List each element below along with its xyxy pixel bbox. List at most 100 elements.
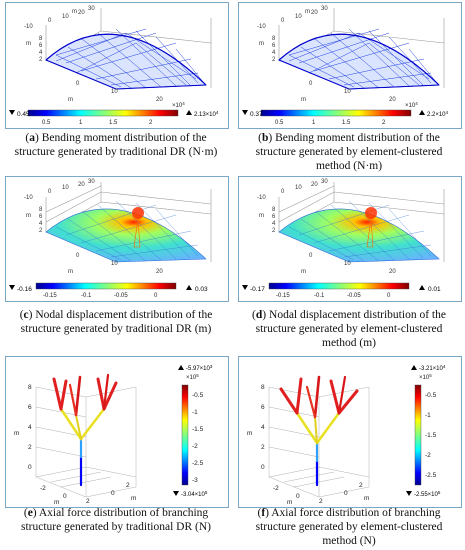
max-triangle-icon xyxy=(411,365,417,370)
panel-b: -10 0 10 20 30 8 6 4 2 0 10 20 m m m 0.5… xyxy=(238,2,462,129)
caption-line-1: Axial force distribution of branching xyxy=(38,507,209,519)
max-label: 0.03 xyxy=(195,286,208,293)
y-tick-1: 2 xyxy=(359,482,363,489)
tick-z-2: 4 xyxy=(39,221,43,227)
axis-unit-bottom: m xyxy=(301,97,306,103)
x-tick-1: 0 xyxy=(63,493,67,500)
mesh-shell xyxy=(278,28,440,90)
tick-top-0: -10 xyxy=(24,24,33,30)
y-tick-0: 0 xyxy=(344,490,348,497)
cb-tick-1: -1 xyxy=(192,409,198,416)
z-tick-3: 2 xyxy=(28,444,32,451)
axis-unit-bottom: m xyxy=(68,97,73,103)
min-triangle-icon xyxy=(173,491,179,496)
exp-label: ×104 xyxy=(405,101,418,109)
caption-f: (f) Axial force distribution of branchin… xyxy=(255,507,443,547)
caption-line-2: structure generated by element-clustered xyxy=(255,323,443,335)
caption-line-3: method (N·m) xyxy=(315,160,383,172)
caption-line-2: structure generated by traditional DR (N… xyxy=(14,146,218,158)
caption-letter: a xyxy=(29,132,36,144)
axis-ticks-e: 8 6 4 2 0 m -2 0 2 0 2 m m xyxy=(14,384,136,506)
caption-letter: f xyxy=(261,507,266,519)
tick-z-1: 6 xyxy=(39,214,43,220)
axis-unit-top: m xyxy=(305,9,310,15)
tick-z-3: 2 xyxy=(272,57,276,63)
tick-z-2: 4 xyxy=(272,221,276,227)
cb-tick-1: 1 xyxy=(79,120,83,126)
z-unit: m xyxy=(14,430,19,437)
min-triangle-icon xyxy=(242,110,248,115)
tick-top-0: -10 xyxy=(257,24,266,30)
panel-a: -10 0 10 20 30 8 6 4 2 0 10 20 m m m 0.5… xyxy=(5,2,229,129)
caption-line-1: Bending moment distribution of the xyxy=(275,132,440,144)
cb-tick-0: 0.5 xyxy=(42,120,51,126)
y-unit: m xyxy=(131,495,136,502)
caption-line-2: structure generated by element-clustered xyxy=(255,521,443,533)
z-tick-1: 6 xyxy=(28,404,32,411)
caption-c: (c) Nodal displacement distribution of t… xyxy=(19,309,213,335)
caption-letter: d xyxy=(255,309,263,321)
tick-top-4: 30 xyxy=(321,179,328,185)
cb-tick-3: 2 xyxy=(149,120,153,126)
max-label: -3.21×104 xyxy=(419,364,446,372)
x-tick-0: -2 xyxy=(273,485,279,492)
caption-d: (d) Nodal displacement distribution of t… xyxy=(252,309,446,349)
tick-bottom-2: 20 xyxy=(389,269,396,275)
cb-tick-3: -2 xyxy=(192,443,198,450)
axis-ticks-c: -10 0 10 20 30 8 6 4 2 0 10 20 m m xyxy=(24,179,163,275)
caption-line-3: method (m) xyxy=(322,337,376,349)
tick-top-2: 10 xyxy=(295,185,302,191)
max-label: 2.2×104 xyxy=(427,110,449,118)
tick-z-0: 8 xyxy=(39,36,43,42)
exp-label: ×105 xyxy=(186,373,199,381)
min-label: -2.55×105 xyxy=(414,490,441,498)
cb-tick-2: -0.05 xyxy=(347,293,361,299)
cb-tick-1: -1 xyxy=(425,412,431,419)
x-tick-2: 2 xyxy=(319,498,323,505)
tick-top-0: -10 xyxy=(24,195,33,201)
caption-line-2: structure generated by traditional DR (N… xyxy=(20,521,211,533)
axis-unit-bottom: m xyxy=(301,269,306,275)
tick-z-1: 6 xyxy=(272,43,276,49)
max-triangle-icon xyxy=(419,285,425,290)
tick-top-2: 10 xyxy=(295,14,302,20)
tick-z-3: 2 xyxy=(39,57,43,63)
z-tick-2: 4 xyxy=(28,424,32,431)
tick-z-0: 8 xyxy=(272,207,276,213)
axis-ticks-d: -10 0 10 20 30 8 6 4 2 0 10 20 m m xyxy=(257,179,396,275)
z-tick-2: 4 xyxy=(261,424,265,431)
z-tick-4: 0 xyxy=(28,464,32,471)
max-triangle-icon xyxy=(178,365,184,370)
caption-line-1: Axial force distribution of branching xyxy=(271,507,441,519)
x-unit: m xyxy=(54,499,59,506)
cb-tick-0: -0.15 xyxy=(43,293,57,299)
axis-grid xyxy=(268,386,370,498)
min-label: -3.04×105 xyxy=(181,490,208,498)
z-unit: m xyxy=(247,430,252,437)
panel-d: -10 0 10 20 30 8 6 4 2 0 10 20 m m -0.15… xyxy=(238,176,462,302)
panel-e: 8 6 4 2 0 m -2 0 2 0 2 m m -0.5 -1 -1.5 … xyxy=(5,356,229,508)
exp-label: ×104 xyxy=(172,101,185,109)
min-label: -0.16 xyxy=(17,286,32,293)
cb-tick-2: -0.05 xyxy=(114,293,128,299)
min-triangle-icon xyxy=(242,285,248,290)
tick-bottom-0: 0 xyxy=(309,81,313,87)
x-unit: m xyxy=(287,499,292,506)
tick-z-1: 6 xyxy=(272,214,276,220)
tick-bottom-0: 0 xyxy=(76,253,80,259)
tick-bottom-2: 20 xyxy=(156,269,163,275)
tick-bottom-1: 10 xyxy=(344,261,351,267)
tick-top-1: 0 xyxy=(48,18,52,24)
tick-top-3: 20 xyxy=(311,182,318,188)
tick-z-2: 4 xyxy=(39,50,43,56)
caption-line-3: method (N) xyxy=(322,535,376,547)
panel-c: -10 0 10 20 30 8 6 4 2 0 10 20 m m -0.15… xyxy=(5,176,229,302)
tick-bottom-1: 10 xyxy=(111,261,118,267)
max-label: 2.13×104 xyxy=(194,110,219,118)
tick-top-4: 30 xyxy=(88,6,95,12)
tick-z-3: 2 xyxy=(272,228,276,234)
axis-ticks-f: 8 6 4 2 0 m -2 0 2 0 2 m m xyxy=(247,384,369,506)
tick-top-4: 30 xyxy=(321,6,328,12)
figure-e: 8 6 4 2 0 m -2 0 2 0 2 m m -0.5 -1 -1.5 … xyxy=(14,364,213,506)
exp-label: ×105 xyxy=(419,373,432,381)
